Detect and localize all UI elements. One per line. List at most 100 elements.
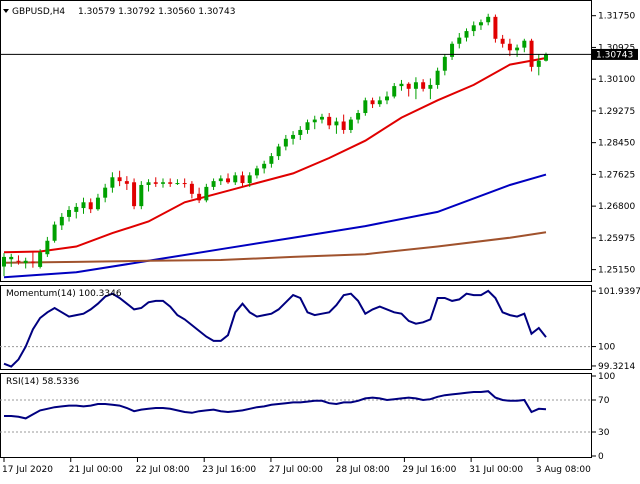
candle-body: [16, 260, 21, 262]
candle-body: [356, 113, 361, 120]
rsi-line: [4, 390, 547, 420]
price-tick-label: 1.29275: [598, 107, 635, 117]
candle-body: [421, 82, 426, 89]
candle-body: [312, 119, 317, 123]
candle-body: [262, 163, 267, 169]
candle-body: [486, 16, 491, 23]
candle-body: [399, 83, 404, 87]
candle-body: [117, 177, 122, 182]
candle-body: [189, 183, 194, 194]
candle-body: [450, 43, 455, 57]
sma100-line: [3, 173, 547, 279]
candle-body: [175, 183, 180, 185]
rsi-axis: 100 70 30 0: [0, 372, 615, 462]
candle-body: [218, 178, 223, 182]
momentum-title: Momentum(14) 100.3346: [6, 289, 122, 299]
candle-body: [30, 261, 35, 263]
candle-body: [247, 175, 252, 184]
candle-body: [240, 175, 245, 184]
candle-body: [182, 183, 187, 185]
time-axis: 17 Jul 2020 21 Jul 00:00 22 Jul 08:00 23 Ju…: [2, 458, 591, 475]
candlesticks: [2, 13, 548, 277]
price-tick-label: 1.25975: [598, 234, 635, 244]
candle-body: [132, 182, 137, 207]
price-tick-label: 1.30925: [598, 43, 635, 53]
candle-body: [500, 38, 505, 44]
candle-body: [515, 47, 520, 51]
candle-body: [392, 86, 397, 97]
candle-body: [226, 178, 231, 183]
price-tick-label: 1.25150: [598, 266, 635, 276]
candle-body: [536, 60, 541, 67]
momentum-tick-label: 101.9397: [598, 287, 640, 297]
candle-body: [507, 43, 512, 51]
momentum-axis: 101.9397 100 99.3214: [0, 287, 640, 372]
candle-body: [406, 83, 411, 89]
time-tick-label: 31 Jul 00:00: [469, 465, 523, 475]
candle-body: [269, 156, 274, 164]
candle-body: [276, 146, 281, 157]
price-panel-frame: [0, 0, 592, 282]
candle-body: [348, 119, 353, 130]
candle-body: [298, 129, 303, 135]
symbol-timeframe-label: GBPUSD,H4: [12, 7, 65, 17]
rsi-tick-label: 70: [598, 396, 610, 406]
candle-body: [67, 209, 72, 217]
candle-body: [334, 121, 339, 126]
candle-body: [464, 31, 469, 38]
candle-body: [319, 116, 324, 120]
rsi-tick-label: 0: [598, 452, 604, 462]
candle-body: [493, 16, 498, 39]
candle-body: [363, 100, 368, 114]
current-price-tag: [592, 48, 638, 60]
candle-body: [204, 186, 209, 201]
candle-body: [23, 260, 28, 264]
momentum-tick-label: 100: [598, 343, 615, 353]
time-tick-label: 27 Jul 00:00: [269, 465, 323, 475]
candle-body: [211, 181, 216, 187]
candle-body: [153, 182, 158, 184]
candle-body: [529, 40, 534, 67]
candle-body: [233, 175, 238, 183]
rsi-tick-label: 30: [598, 428, 610, 438]
candle-body: [442, 56, 447, 71]
price-tick-label: 1.28450: [598, 139, 635, 149]
candle-body: [197, 193, 202, 201]
rsi-title: RSI(14) 58.5336: [6, 377, 79, 387]
rsi-panel-frame: [0, 373, 592, 458]
candle-body: [413, 82, 418, 89]
candle-body: [370, 100, 375, 105]
ohlc-label: 1.30579 1.30792 1.30560 1.30743: [78, 7, 235, 17]
candle-body: [544, 54, 548, 61]
rsi-series: [4, 390, 547, 420]
sma20-line: [3, 57, 547, 254]
moving-averages: [3, 57, 547, 279]
candle-body: [95, 197, 100, 210]
candle-body: [81, 202, 86, 209]
current-price-label: 1.30743: [596, 50, 633, 60]
candle-body: [522, 40, 527, 48]
candle-body: [139, 184, 144, 207]
candle-body: [377, 100, 382, 105]
candle-body: [146, 182, 151, 185]
candle-body: [291, 134, 296, 139]
candle-body: [385, 96, 390, 101]
candle-body: [478, 22, 483, 26]
candle-body: [327, 116, 332, 126]
price-tick-label: 1.27625: [598, 170, 635, 180]
candle-body: [88, 202, 93, 210]
candle-body: [110, 177, 115, 188]
candle-body: [168, 182, 173, 184]
candle-body: [38, 252, 43, 267]
candle-body: [2, 256, 6, 267]
rsi-tick-label: 100: [598, 372, 615, 382]
candle-body: [305, 122, 310, 130]
sma200-line: [3, 231, 547, 264]
time-tick-label: 3 Aug 08:00: [536, 465, 591, 475]
price-tick-label: 1.26800: [598, 202, 635, 212]
chevron-down-icon[interactable]: [3, 9, 9, 13]
candle-body: [59, 216, 64, 226]
time-tick-label: 21 Jul 00:00: [69, 465, 123, 475]
